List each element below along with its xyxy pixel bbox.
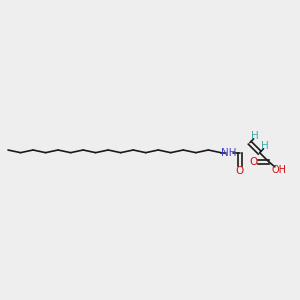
Text: O: O (236, 166, 244, 176)
Text: O: O (250, 157, 258, 167)
Text: NH: NH (221, 148, 237, 158)
Text: H: H (261, 141, 268, 151)
Text: OH: OH (271, 165, 286, 175)
Text: H: H (251, 131, 259, 141)
